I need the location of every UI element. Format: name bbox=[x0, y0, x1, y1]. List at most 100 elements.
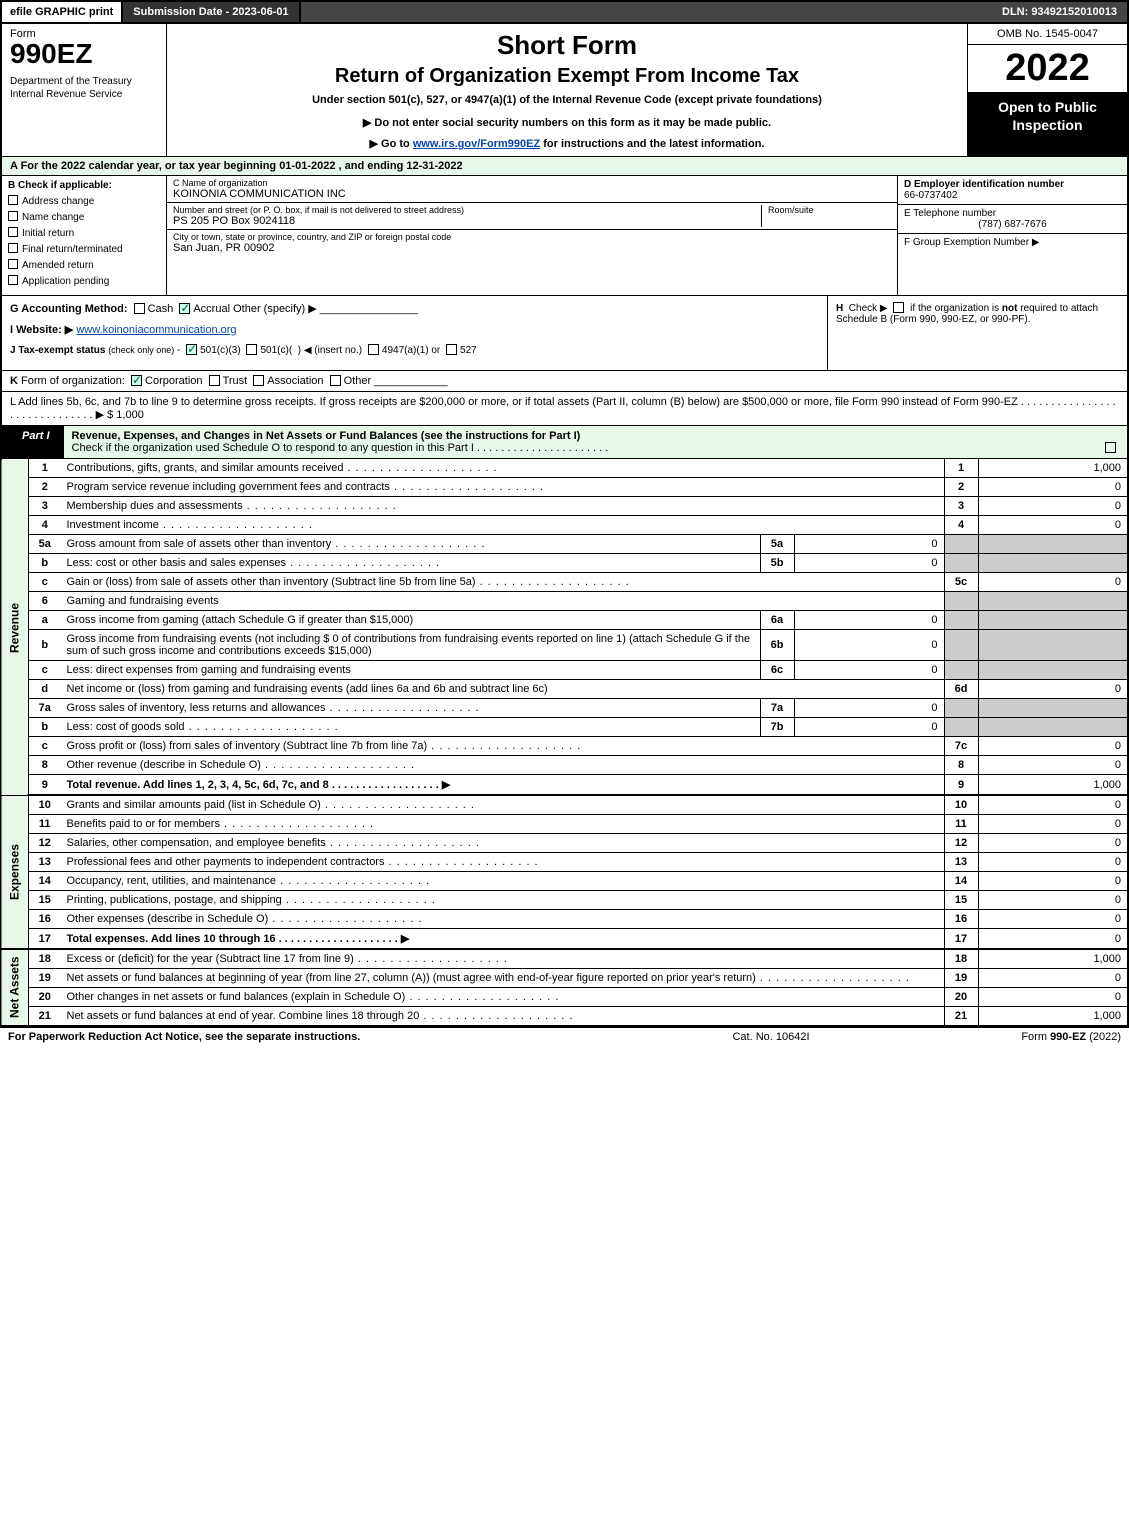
checkbox-address-change[interactable]: Address change bbox=[8, 195, 160, 207]
line-desc: Total revenue. Add lines 1, 2, 3, 4, 5c,… bbox=[67, 779, 451, 791]
tax-year: 2022 bbox=[968, 45, 1127, 93]
section-f: F Group Exemption Number ▶ bbox=[898, 234, 1127, 295]
line-col: 21 bbox=[944, 1007, 978, 1027]
grey-cell bbox=[944, 630, 978, 661]
line-desc: Gross sales of inventory, less returns a… bbox=[67, 702, 480, 714]
efile-print-label[interactable]: efile GRAPHIC print bbox=[2, 2, 123, 22]
subline-num: 6a bbox=[760, 611, 794, 630]
subline-num: 6b bbox=[760, 630, 794, 661]
line-col: 14 bbox=[944, 872, 978, 891]
goto-post: for instructions and the latest informat… bbox=[540, 138, 764, 150]
checkbox-final-return[interactable]: Final return/terminated bbox=[8, 243, 160, 255]
room-suite: Room/suite bbox=[761, 205, 891, 227]
line-k: K Form of organization: Corporation Trus… bbox=[0, 371, 1129, 392]
grey-cell bbox=[944, 554, 978, 573]
ghi-block: G Accounting Method: Cash Accrual Other … bbox=[0, 296, 1129, 371]
table-row: 20 Other changes in net assets or fund b… bbox=[1, 988, 1128, 1007]
checkbox-4947[interactable] bbox=[368, 344, 379, 355]
line-num: 18 bbox=[29, 949, 61, 969]
subline-val: 0 bbox=[794, 630, 944, 661]
footer-center: Cat. No. 10642I bbox=[621, 1031, 921, 1043]
line-desc: Less: direct expenses from gaming and fu… bbox=[61, 661, 761, 680]
checkbox-h[interactable] bbox=[893, 302, 904, 313]
grey-cell bbox=[944, 592, 978, 611]
form-header: Form 990EZ Department of the Treasury In… bbox=[0, 24, 1129, 157]
checkbox-corporation[interactable] bbox=[131, 375, 142, 386]
checkbox-amended-return[interactable]: Amended return bbox=[8, 259, 160, 271]
checkbox-527[interactable] bbox=[446, 344, 457, 355]
table-row: Net Assets 18 Excess or (deficit) for th… bbox=[1, 949, 1128, 969]
line-desc: Gross income from gaming (attach Schedul… bbox=[61, 611, 761, 630]
checkbox-cash[interactable] bbox=[134, 303, 145, 314]
section-d: D Employer identification number 66-0737… bbox=[898, 176, 1127, 205]
checkbox-schedule-o[interactable] bbox=[1105, 442, 1116, 453]
checkbox-501c[interactable] bbox=[246, 344, 257, 355]
line-col: 2 bbox=[944, 478, 978, 497]
checkbox-trust[interactable] bbox=[209, 375, 220, 386]
checkbox-accrual[interactable] bbox=[179, 303, 190, 314]
form-header-left: Form 990EZ Department of the Treasury In… bbox=[2, 24, 167, 156]
checkbox-application-pending[interactable]: Application pending bbox=[8, 275, 160, 287]
line-val: 0 bbox=[978, 478, 1128, 497]
line-num: 5a bbox=[29, 535, 61, 554]
checkbox-501c3[interactable] bbox=[186, 344, 197, 355]
part-i-badge: Part I bbox=[2, 426, 64, 458]
org-addr-row: Number and street (or P. O. box, if mail… bbox=[167, 203, 897, 230]
line-val: 0 bbox=[978, 910, 1128, 929]
top-bar: efile GRAPHIC print Submission Date - 20… bbox=[0, 0, 1129, 24]
org-name-row: C Name of organization KOINONIA COMMUNIC… bbox=[167, 176, 897, 203]
grey-cell bbox=[978, 661, 1128, 680]
line-num: 4 bbox=[29, 516, 61, 535]
table-row: 17 Total expenses. Add lines 10 through … bbox=[1, 929, 1128, 950]
org-city-row: City or town, state or province, country… bbox=[167, 230, 897, 256]
grey-cell bbox=[978, 554, 1128, 573]
line-col: 9 bbox=[944, 775, 978, 796]
addr-value: PS 205 PO Box 9024118 bbox=[173, 215, 295, 227]
checkbox-initial-return[interactable]: Initial return bbox=[8, 227, 160, 239]
checkbox-label: Name change bbox=[22, 212, 84, 223]
phone-value: (787) 687-7676 bbox=[904, 219, 1121, 230]
line-col: 17 bbox=[944, 929, 978, 950]
line-val: 1,000 bbox=[978, 1007, 1128, 1027]
expenses-sidelabel: Expenses bbox=[1, 795, 29, 949]
line-desc: Printing, publications, postage, and shi… bbox=[67, 894, 436, 906]
line-desc: Occupancy, rent, utilities, and maintena… bbox=[67, 875, 431, 887]
grey-cell bbox=[978, 699, 1128, 718]
line-col: 12 bbox=[944, 834, 978, 853]
subline-val: 0 bbox=[794, 611, 944, 630]
public-inspection: Open to Public Inspection bbox=[968, 93, 1127, 156]
line-num: 2 bbox=[29, 478, 61, 497]
section-c: C Name of organization KOINONIA COMMUNIC… bbox=[167, 176, 897, 295]
line-num: 20 bbox=[29, 988, 61, 1007]
line-desc: Professional fees and other payments to … bbox=[67, 856, 539, 868]
checkbox-association[interactable] bbox=[253, 375, 264, 386]
grey-cell bbox=[944, 699, 978, 718]
goto-link[interactable]: www.irs.gov/Form990EZ bbox=[413, 138, 540, 150]
line-num: 12 bbox=[29, 834, 61, 853]
line-desc: Gaming and fundraising events bbox=[61, 592, 945, 611]
ein-label: D Employer identification number bbox=[904, 179, 1064, 190]
line-num: 17 bbox=[29, 929, 61, 950]
main-title: Return of Organization Exempt From Incom… bbox=[207, 65, 927, 88]
line-num: b bbox=[29, 630, 61, 661]
checkbox-label: Address change bbox=[22, 196, 94, 207]
grey-cell bbox=[978, 535, 1128, 554]
line-desc: Other changes in net assets or fund bala… bbox=[67, 991, 560, 1003]
line-num: c bbox=[29, 573, 61, 592]
table-row: 3 Membership dues and assessments 3 0 bbox=[1, 497, 1128, 516]
table-row: 15 Printing, publications, postage, and … bbox=[1, 891, 1128, 910]
line-val: 0 bbox=[978, 756, 1128, 775]
checkbox-other-org[interactable] bbox=[330, 375, 341, 386]
table-row: b Less: cost or other basis and sales ex… bbox=[1, 554, 1128, 573]
website-link[interactable]: www.koinoniacommunication.org bbox=[76, 324, 236, 336]
line-num: 6 bbox=[29, 592, 61, 611]
line-col: 11 bbox=[944, 815, 978, 834]
line-num: 10 bbox=[29, 795, 61, 815]
line-col: 5c bbox=[944, 573, 978, 592]
other-label: Other (specify) ▶ bbox=[233, 303, 317, 315]
line-num: 14 bbox=[29, 872, 61, 891]
checkbox-name-change[interactable]: Name change bbox=[8, 211, 160, 223]
org-name-label: C Name of organization bbox=[173, 178, 891, 188]
line-val: 0 bbox=[978, 891, 1128, 910]
line-val: 0 bbox=[978, 988, 1128, 1007]
